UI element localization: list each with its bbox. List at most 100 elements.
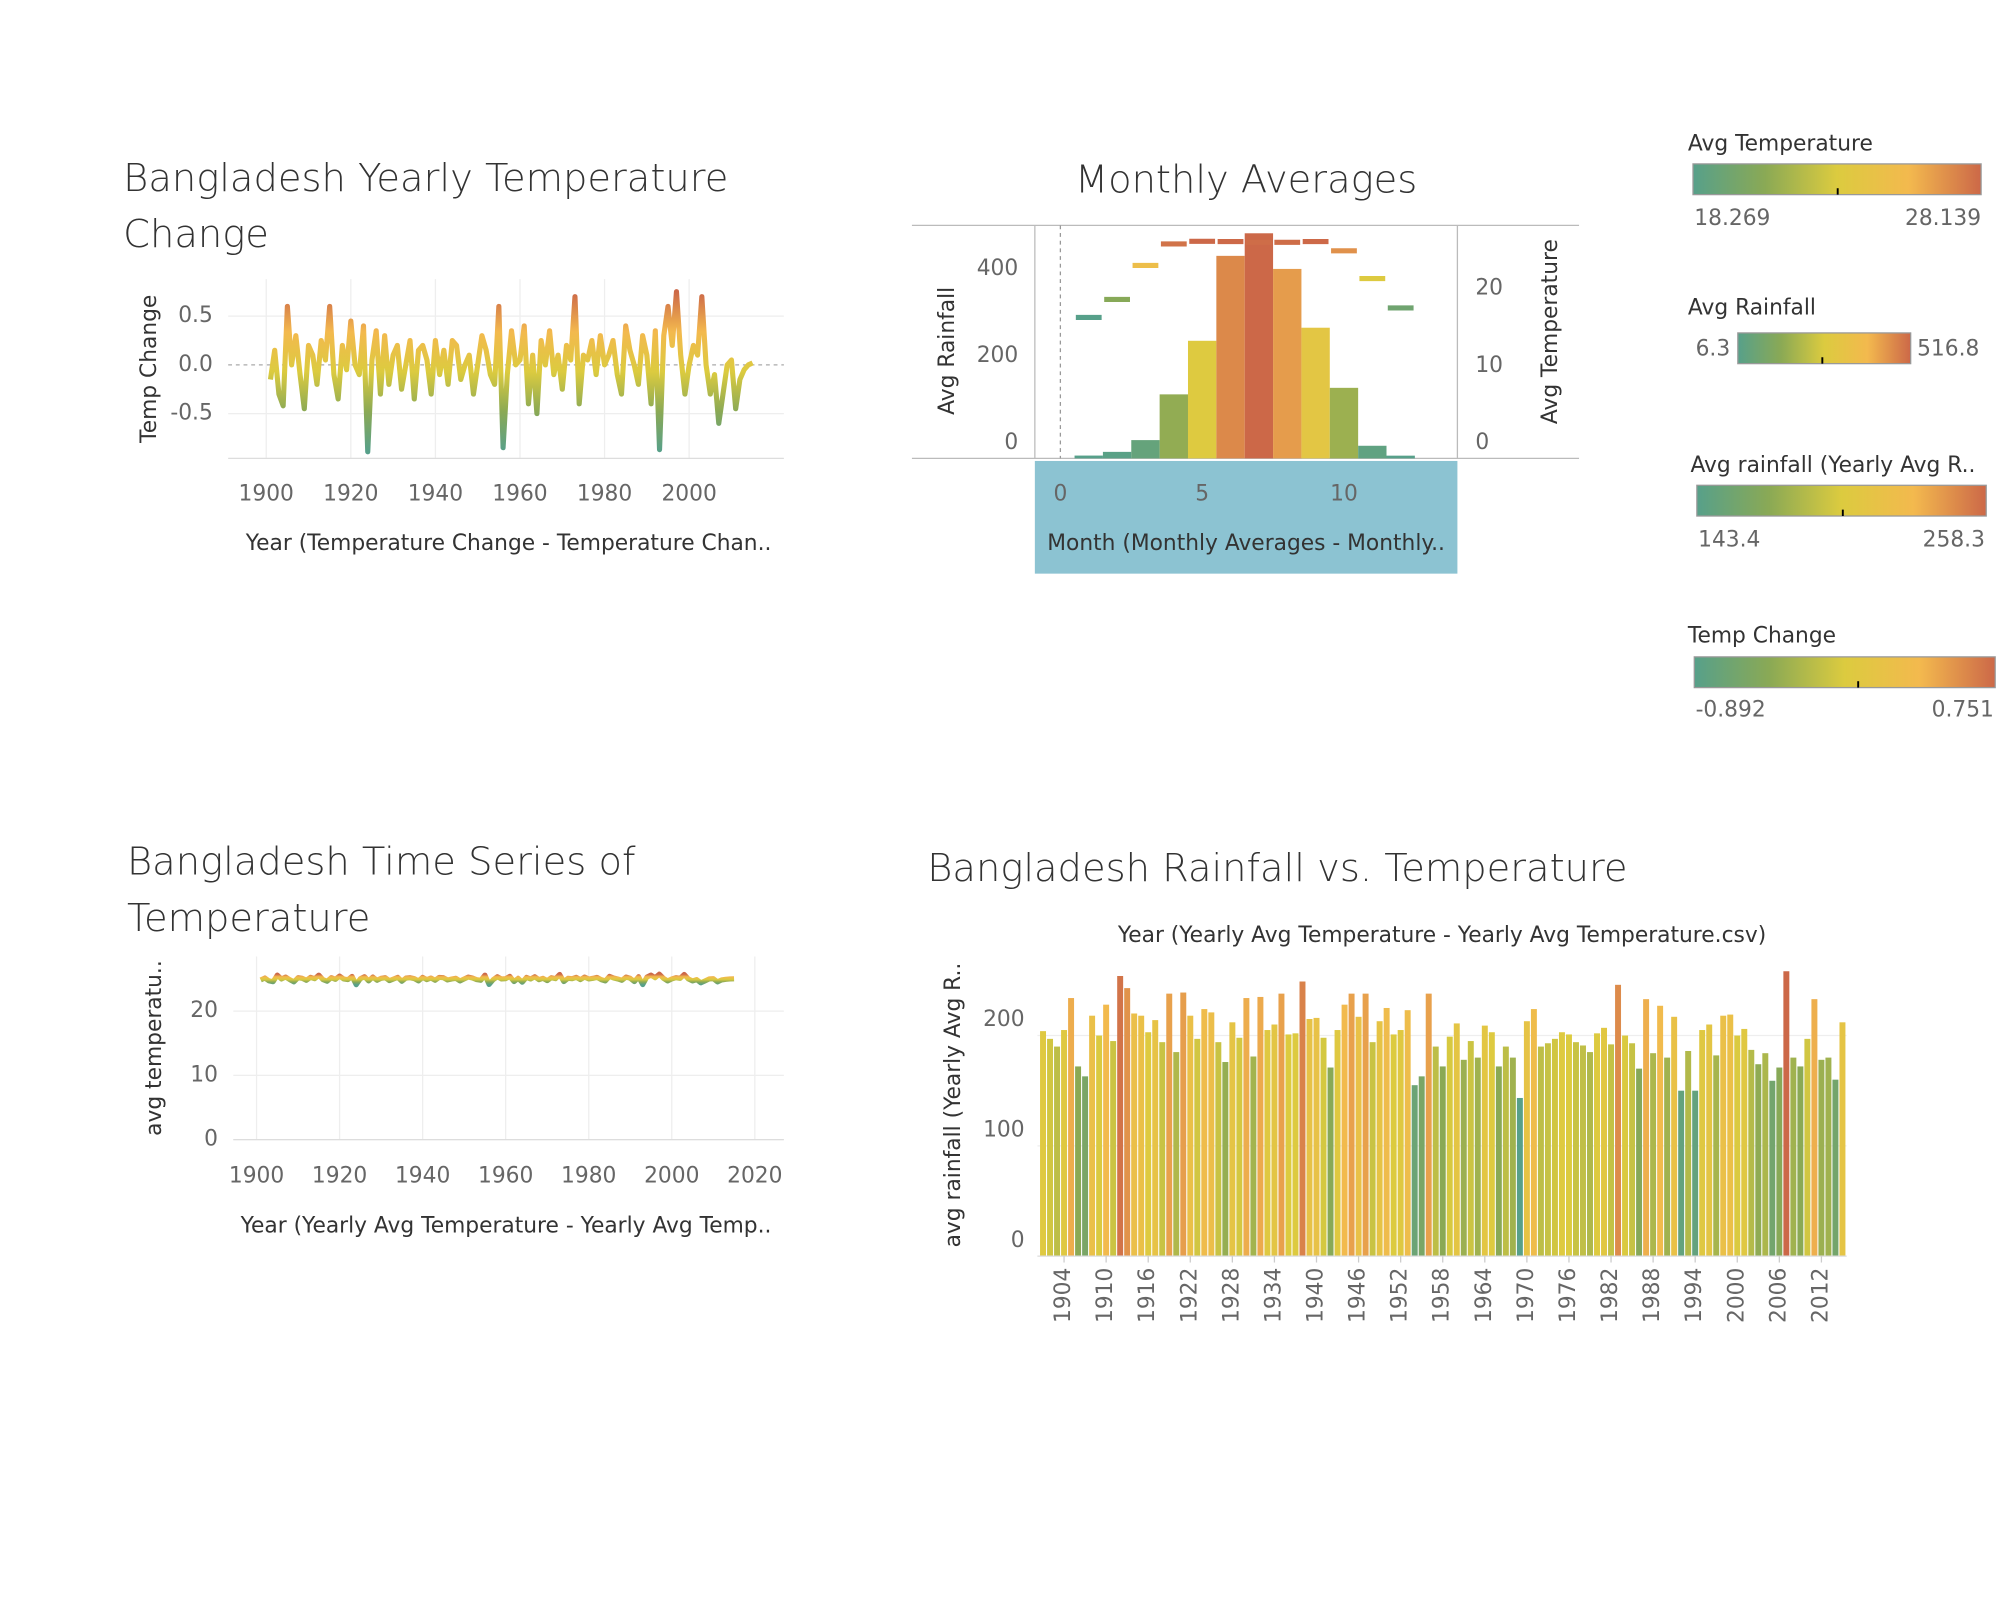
bar [1236,1037,1243,1257]
x-tick-label: 1970 [1514,1268,1539,1323]
x-tick-label: 1900 [239,481,294,506]
bar [1243,998,1250,1257]
bar [1222,1062,1229,1257]
bar [1329,387,1359,459]
bar [1250,1056,1257,1257]
legend-title: Avg rainfall (Yearly Avg R.. [1690,453,1975,478]
bar [1601,1027,1608,1257]
bar [1089,1015,1096,1257]
bar [1818,1059,1825,1257]
bar [1216,255,1245,459]
x-tick-label: 1964 [1472,1268,1497,1323]
legend-title: Avg Rainfall [1688,296,1816,321]
bar [1615,984,1622,1257]
bar [1748,1049,1755,1257]
bar [1040,1031,1047,1257]
bar [1580,1045,1586,1257]
y-tick-label: -0.5 [170,401,212,426]
bar [1194,1038,1201,1257]
bar [1201,1009,1208,1257]
x-tick-label: 2000 [661,481,716,506]
bar [1558,1032,1565,1257]
bar [1271,1024,1278,1257]
y-axis-title: Temp Change [137,295,162,444]
x-tick-label: 1982 [1598,1268,1623,1323]
bar [1047,1038,1054,1257]
y2-tick-label: 10 [1475,353,1503,378]
bar [1103,1004,1110,1257]
bar [1727,1014,1734,1257]
bar [1432,1046,1439,1257]
bar [1832,1079,1839,1257]
bar [1650,1053,1657,1257]
x-axis-title: Year (Temperature Change - Temperature C… [245,531,772,556]
bar [1131,1013,1138,1257]
bar [1376,1021,1383,1257]
bar [1208,1012,1215,1257]
bar [1769,1080,1776,1257]
bar [1439,1066,1446,1257]
y2-tick-label: 20 [1475,276,1503,301]
bar [1306,1019,1313,1257]
bar [1467,1041,1474,1257]
bar [1509,1057,1516,1257]
bar [1285,1034,1292,1257]
bar [1839,1022,1846,1257]
x-tick-label: 1922 [1177,1268,1202,1323]
bar [1173,1052,1180,1257]
x-tick-label: 2020 [727,1164,782,1189]
bar [1292,1033,1299,1257]
bar [1797,1066,1804,1257]
x-tick-label: 1940 [1304,1268,1329,1323]
chart-title: Bangladesh Yearly Temperature Change [123,156,729,258]
legend-min: 6.3 [1696,337,1731,362]
x-tick-label: 1980 [577,481,632,506]
chart-title: Bangladesh Time Series of Temperature [127,839,636,942]
x-axis-title: Year (Yearly Avg Temperature - Yearly Av… [1117,923,1766,948]
bar [1159,394,1188,459]
bar [1516,1097,1523,1257]
bar [1061,1030,1068,1257]
bar [1495,1066,1502,1257]
bar [1369,1042,1376,1257]
bar [1301,327,1330,459]
y-tick-label: 100 [983,1117,1025,1142]
x-tick-label: 1960 [478,1164,533,1189]
bar [1278,993,1285,1257]
x-tick-label: 1920 [312,1164,367,1189]
bar [1804,1038,1811,1257]
y-tick-label: 10 [190,1062,218,1087]
bar [1257,996,1264,1257]
y2-axis-title: Avg Temperature [1538,239,1563,424]
y-tick-label: 200 [983,1007,1025,1032]
x-tick-label: 5 [1195,481,1209,506]
bar [1643,999,1650,1257]
line [267,289,754,455]
bar [1264,1030,1271,1257]
bar [1474,1057,1481,1257]
bar [1054,1046,1061,1257]
x-tick-label: 1916 [1135,1268,1160,1323]
x-tick-label: 1900 [229,1164,284,1189]
title-box: Bangladesh Yearly Temperature Change [123,156,729,258]
x-tick-label: 2006 [1766,1268,1791,1323]
bar [1068,998,1075,1257]
legend-title: Temp Change [1687,623,1836,648]
bar [1608,1044,1615,1257]
y-axis-title: avg rainfall (Yearly Avg R.. [941,963,966,1248]
x-axis-title: Month (Monthly Averages - Monthly.. [1047,531,1445,556]
x-tick-label: 1904 [1051,1268,1076,1323]
bar [1418,1076,1425,1257]
x-tick-label: 1952 [1388,1268,1413,1323]
y-tick-label: 0.5 [178,303,213,328]
bar [1215,1042,1222,1257]
x-tick-label: 1960 [492,481,547,506]
legend-max: 0.751 [1932,698,1994,723]
bar [1790,1057,1797,1257]
y-tick-label: 400 [977,256,1019,281]
bar [1664,1057,1671,1257]
bar [1152,1020,1159,1257]
legend-min: -0.892 [1696,698,1766,723]
